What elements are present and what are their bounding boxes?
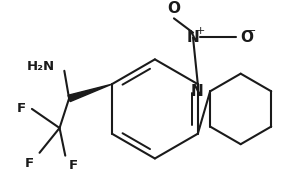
- Text: −: −: [246, 26, 256, 36]
- Text: F: F: [69, 160, 78, 172]
- Text: +: +: [196, 26, 205, 36]
- Text: O: O: [241, 30, 254, 45]
- Text: F: F: [25, 157, 34, 170]
- Text: F: F: [17, 102, 26, 115]
- Polygon shape: [68, 84, 112, 102]
- Text: N: N: [187, 30, 199, 45]
- Text: O: O: [167, 2, 181, 16]
- Text: N: N: [191, 84, 203, 99]
- Text: H₂N: H₂N: [27, 60, 55, 73]
